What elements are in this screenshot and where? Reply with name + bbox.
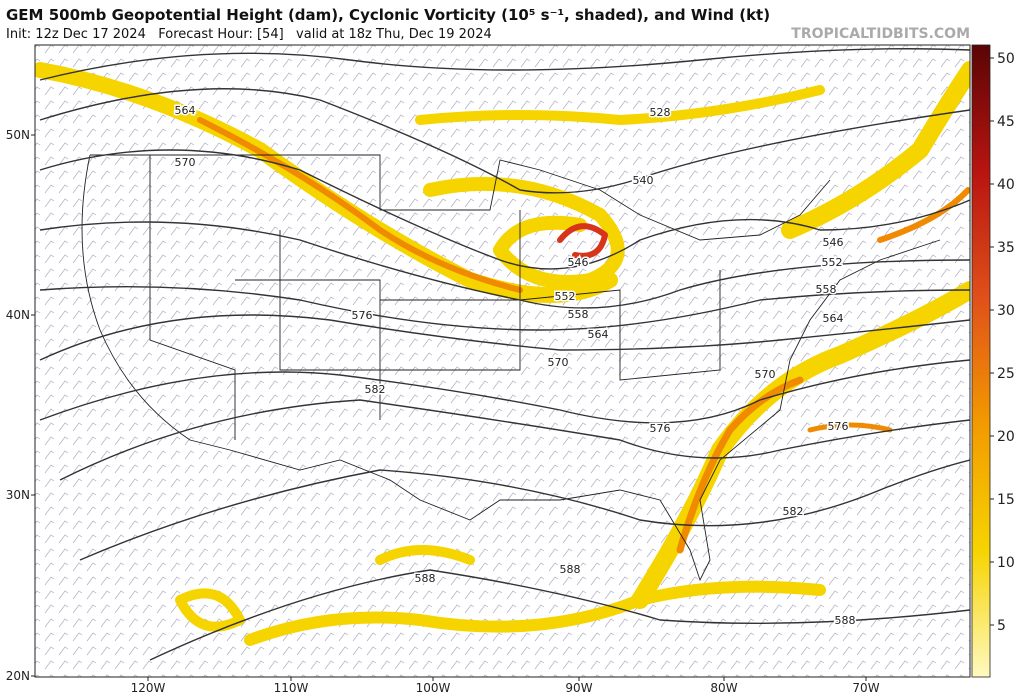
site-name: TROPICALTIDBITS.COM bbox=[791, 26, 970, 42]
contour-label: 546 bbox=[568, 256, 589, 269]
lon-label: 80W bbox=[710, 681, 737, 695]
colorbar-label: 40 bbox=[997, 177, 1015, 193]
borders bbox=[81, 154, 941, 582]
colorbar-label: 50 bbox=[997, 51, 1015, 67]
contour-label: 558 bbox=[568, 308, 589, 321]
contour-label: 576 bbox=[650, 422, 671, 435]
contour-label: 528 bbox=[650, 106, 671, 119]
contour-label: 570 bbox=[175, 156, 196, 169]
contour-label: 570 bbox=[548, 356, 569, 369]
colorbar-label: 15 bbox=[997, 492, 1015, 508]
contour-label: 564 bbox=[588, 328, 609, 341]
contour-label: 564 bbox=[823, 312, 844, 325]
contour-label: 546 bbox=[823, 236, 844, 249]
colorbar-label: 30 bbox=[997, 303, 1015, 319]
contour-label: 582 bbox=[365, 383, 386, 396]
map-frame bbox=[34, 44, 971, 678]
contour-label: 558 bbox=[816, 283, 837, 296]
lat-label: 40N bbox=[6, 308, 30, 322]
lon-label: 90W bbox=[565, 681, 592, 695]
contour-label: 552 bbox=[555, 290, 576, 303]
title: GEM 500mb Geopotential Height (dam), Cyc… bbox=[6, 6, 770, 24]
contour-label: 588 bbox=[835, 614, 856, 627]
lon-label: 100W bbox=[416, 681, 451, 695]
lat-label: 50N bbox=[6, 128, 30, 142]
contour-label: 552 bbox=[822, 256, 843, 269]
colorbar-label: 45 bbox=[997, 114, 1015, 130]
contour-label: 576 bbox=[828, 420, 849, 433]
colorbar-label: 10 bbox=[997, 555, 1015, 571]
vorticity bbox=[35, 61, 970, 646]
init-line: Init: 12z Dec 17 2024 Forecast Hour: [54… bbox=[6, 27, 492, 42]
contour-label: 588 bbox=[415, 572, 436, 585]
map bbox=[35, 45, 970, 677]
colorbar-label: 20 bbox=[997, 429, 1015, 445]
lon-label: 120W bbox=[131, 681, 166, 695]
contour-label: 570 bbox=[755, 368, 776, 381]
colorbar bbox=[971, 44, 991, 678]
height-contours bbox=[39, 48, 970, 661]
lat-label: 20N bbox=[6, 669, 30, 683]
colorbar-label: 5 bbox=[997, 618, 1006, 634]
lon-label: 70W bbox=[852, 681, 879, 695]
lat-label: 30N bbox=[6, 488, 30, 502]
lon-label: 110W bbox=[274, 681, 309, 695]
contour-label: 576 bbox=[352, 309, 373, 322]
contour-label: 564 bbox=[175, 104, 196, 117]
colorbar-label: 35 bbox=[997, 240, 1015, 256]
contour-label: 588 bbox=[560, 563, 581, 576]
colorbar-label: 25 bbox=[997, 366, 1015, 382]
contour-label: 540 bbox=[633, 174, 654, 187]
contour-label: 582 bbox=[783, 505, 804, 518]
